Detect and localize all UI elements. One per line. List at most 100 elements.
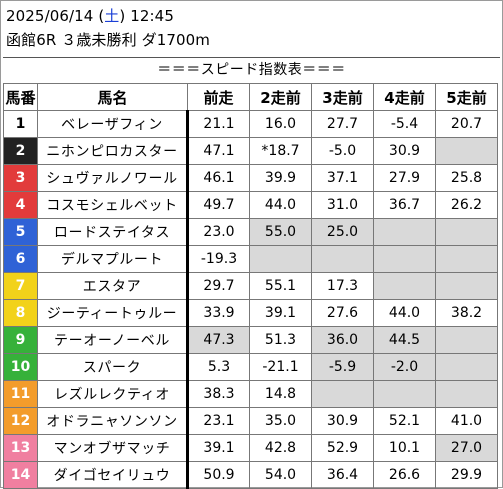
speed-value: 36.0 [311, 326, 374, 354]
horse-number: 1 [3, 110, 38, 138]
speed-value: -21.1 [249, 353, 312, 381]
speed-value: 33.9 [187, 299, 250, 327]
col-header-3back: 3走前 [311, 83, 374, 111]
speed-value: 29.9 [435, 461, 498, 489]
speed-value: 23.1 [187, 407, 250, 435]
horse-name: デルマプルート [37, 245, 189, 273]
horse-name: エスタア [37, 272, 189, 300]
speed-value: *18.7 [249, 137, 312, 165]
speed-value: 26.6 [373, 461, 436, 489]
col-header-5back: 5走前 [435, 83, 498, 111]
speed-value: 38.3 [187, 380, 250, 408]
col-header-last: 前走 [187, 83, 250, 111]
speed-value: 39.1 [187, 434, 250, 462]
speed-value: 55.1 [249, 272, 312, 300]
table-row: 3 シュヴァルノワール 46.1 39.9 37.1 27.9 25.8 [3, 164, 498, 192]
speed-value: 44.5 [373, 326, 436, 354]
speed-value: 49.7 [187, 191, 250, 219]
speed-value: 5.3 [187, 353, 250, 381]
speed-value: 50.9 [187, 461, 250, 489]
speed-value: 10.1 [373, 434, 436, 462]
horse-name: テーオーノーベル [37, 326, 189, 354]
horse-name: ベレーザフィン [37, 110, 189, 138]
speed-value [435, 272, 498, 300]
horse-number: 13 [3, 434, 38, 462]
table-banner: ＝＝＝スピード指数表＝＝＝ [3, 57, 500, 83]
horse-name: レズルレクティオ [37, 380, 189, 408]
race-datetime: 2025/06/14 (土) 12:45 [6, 6, 174, 26]
horse-number: 4 [3, 191, 38, 219]
horse-number: 12 [3, 407, 38, 435]
col-header-name: 馬名 [37, 83, 188, 111]
horse-name: マンオブザマッチ [37, 434, 189, 462]
speed-value: 14.8 [249, 380, 312, 408]
speed-value: 27.6 [311, 299, 374, 327]
table-row: 8 ジーティートゥルー 33.9 39.1 27.6 44.0 38.2 [3, 299, 498, 327]
table-row: 2 ニホンピロカスター 47.1 *18.7 -5.0 30.9 [3, 137, 498, 165]
speed-value: 54.0 [249, 461, 312, 489]
horse-name: ニホンピロカスター [37, 137, 189, 165]
horse-number: 7 [3, 272, 38, 300]
speed-value: 51.3 [249, 326, 312, 354]
table-row: 4 コスモシェルベット 49.7 44.0 31.0 36.7 26.2 [3, 191, 498, 219]
speed-value: 52.9 [311, 434, 374, 462]
speed-value: 26.2 [435, 191, 498, 219]
speed-value [311, 380, 374, 408]
speed-value: 39.1 [249, 299, 312, 327]
speed-value: 37.1 [311, 164, 374, 192]
speed-value: 30.9 [373, 137, 436, 165]
horse-name: ロードステイタス [37, 218, 189, 246]
speed-value: 16.0 [249, 110, 312, 138]
horse-name: コスモシェルベット [37, 191, 189, 219]
race-time: 12:45 [130, 7, 174, 25]
horse-number: 3 [3, 164, 38, 192]
speed-value: 47.1 [187, 137, 250, 165]
speed-value [435, 137, 498, 165]
speed-value: -5.4 [373, 110, 436, 138]
col-header-4back: 4走前 [373, 83, 436, 111]
speed-value: 35.0 [249, 407, 312, 435]
horse-name: スパーク [37, 353, 189, 381]
speed-value: 27.0 [435, 434, 498, 462]
horse-number: 2 [3, 137, 38, 165]
horse-number: 10 [3, 353, 38, 381]
speed-value: 27.7 [311, 110, 374, 138]
speed-value [435, 326, 498, 354]
speed-value: 41.0 [435, 407, 498, 435]
speed-value: 27.9 [373, 164, 436, 192]
table-row: 13 マンオブザマッチ 39.1 42.8 52.9 10.1 27.0 [3, 434, 498, 462]
speed-value: 47.3 [187, 326, 250, 354]
speed-value [373, 380, 436, 408]
table-row: 10 スパーク 5.3 -21.1 -5.9 -2.0 [3, 353, 498, 381]
speed-value: 42.8 [249, 434, 312, 462]
speed-value: 21.1 [187, 110, 250, 138]
speed-value: 44.0 [373, 299, 436, 327]
col-header-2back: 2走前 [249, 83, 312, 111]
speed-value [373, 245, 436, 273]
horse-number: 8 [3, 299, 38, 327]
speed-value: 36.7 [373, 191, 436, 219]
speed-value: 20.7 [435, 110, 498, 138]
table-body: 1 ベレーザフィン 21.1 16.0 27.7 -5.4 20.7 2 ニホンピロカスター 47… [3, 110, 498, 489]
speed-value: -5.0 [311, 137, 374, 165]
col-header-number: 馬番 [3, 83, 38, 111]
speed-value: 25.8 [435, 164, 498, 192]
speed-value: 38.2 [435, 299, 498, 327]
speed-value: 52.1 [373, 407, 436, 435]
table-header-row: 馬番 馬名 前走 2走前 3走前 4走前 5走前 [3, 83, 498, 111]
race-weekday: 土 [104, 7, 120, 25]
speed-value: 23.0 [187, 218, 250, 246]
horse-number: 14 [3, 461, 38, 489]
weekday-close: ) [119, 7, 126, 25]
speed-value: -19.3 [187, 245, 250, 273]
speed-value [435, 245, 498, 273]
speed-value: 17.3 [311, 272, 374, 300]
horse-name: シュヴァルノワール [37, 164, 189, 192]
table-row: 1 ベレーザフィン 21.1 16.0 27.7 -5.4 20.7 [3, 110, 498, 138]
race-date: 2025/06/14 [6, 7, 94, 25]
table-row: 9 テーオーノーベル 47.3 51.3 36.0 44.5 [3, 326, 498, 354]
horse-number: 6 [3, 245, 38, 273]
speed-value: 36.4 [311, 461, 374, 489]
speed-value: 30.9 [311, 407, 374, 435]
table-row: 12 オドラニャソンソン 23.1 35.0 30.9 52.1 41.0 [3, 407, 498, 435]
